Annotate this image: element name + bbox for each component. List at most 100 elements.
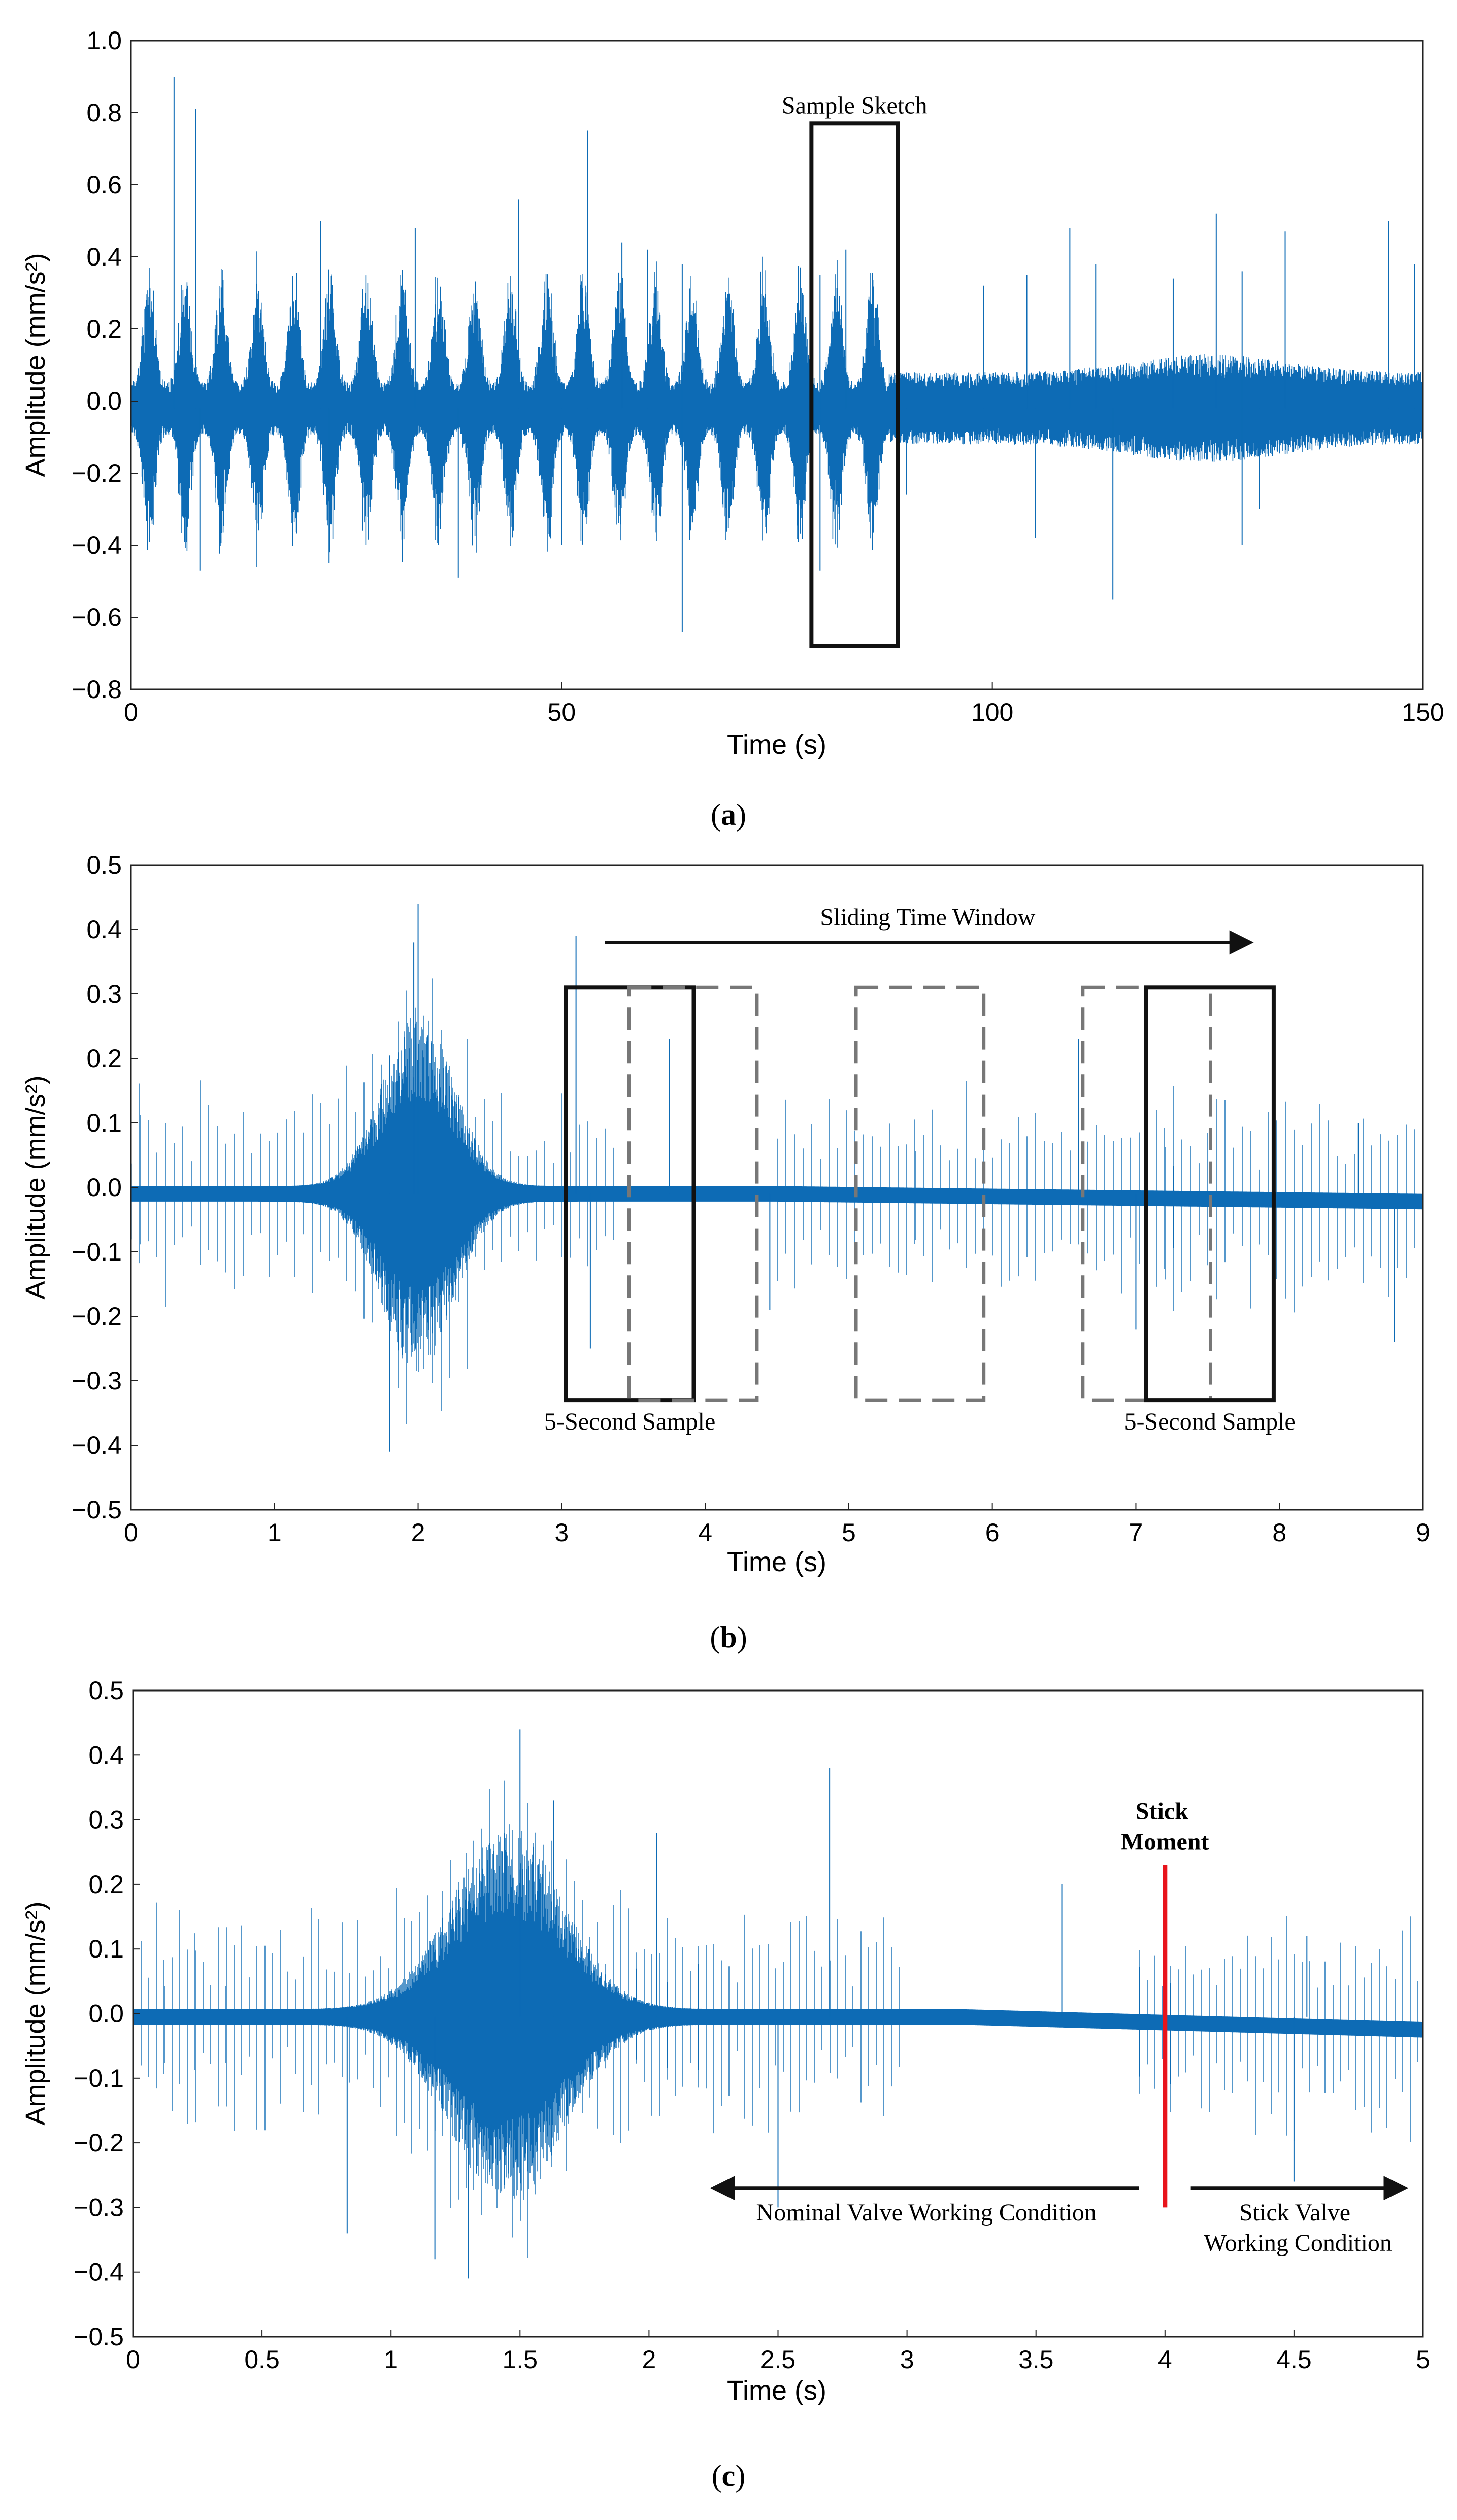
y-tick-label: −0.1 (74, 2064, 124, 2093)
panel-a-caption: (a) (711, 798, 746, 832)
x-tick-label: 5 (842, 1518, 856, 1547)
sliding-window-box-dashed (854, 985, 986, 1402)
y-tick-label: −0.4 (72, 531, 122, 559)
x-tick-label: 0 (124, 1518, 138, 1547)
panel-a: 0 50 100 150 −0.8 −0.6 −0.4 −0.2 0.0 0.2 0.4 0.6 0.… (20, 26, 1444, 832)
x-tick-label: 4 (698, 1518, 712, 1547)
panel-c-xlabel: Time (s) (727, 2375, 826, 2406)
y-tick-label: −0.4 (74, 2258, 124, 2286)
sample-box (1144, 985, 1276, 1403)
panel-a-frame (130, 40, 1424, 690)
x-tick-label: 8 (1272, 1518, 1286, 1547)
x-tick-label: 50 (548, 698, 576, 726)
panel-b-xlabel: Time (s) (727, 1547, 826, 1577)
x-tick-label: 1 (384, 2345, 398, 2374)
stick-moment-line-2: Moment (1121, 1829, 1209, 1855)
y-tick-label: 0.4 (86, 915, 122, 944)
panel-b-ylabel: Amplitude (mm/s²) (20, 1075, 51, 1299)
x-tick-label: 5 (1416, 2345, 1430, 2374)
panel-a-ylabel: Amplitude (mm/s²) (20, 253, 51, 477)
y-tick-label: −0.3 (72, 1367, 122, 1395)
stick-condition-label: Stick Valve Working Condition (1204, 2199, 1392, 2257)
y-tick-label: −0.5 (72, 1496, 122, 1524)
y-tick-label: −0.8 (72, 675, 122, 704)
y-tick-label: 0.0 (86, 1173, 122, 1202)
sliding-window-label: Sliding Time Window (820, 904, 1035, 931)
y-tick-label: 0.4 (88, 1741, 124, 1769)
signal-trace (130, 978, 1423, 1424)
panel-a-letter: a (721, 798, 736, 832)
y-tick-label: 0.2 (86, 315, 122, 343)
nominal-condition-label: Nominal Valve Working Condition (756, 2199, 1097, 2226)
panel-a-plot (130, 77, 1423, 632)
x-tick-label: 3 (554, 1518, 569, 1547)
sample-sketch-label: Sample Sketch (782, 92, 928, 119)
y-tick-label: 0.0 (88, 2000, 124, 2028)
x-tick-label: 2 (411, 1518, 425, 1547)
sample-label-left: 5-Second Sample (544, 1408, 715, 1435)
y-tick-label: 0.3 (88, 1806, 124, 1834)
panel-a-yticks: −0.8 −0.6 −0.4 −0.2 0.0 0.2 0.4 0.6 0.8 1.0 (72, 26, 138, 704)
signal-trace (130, 251, 1423, 567)
x-tick-label: 0.5 (244, 2345, 280, 2374)
x-tick-label: 4.5 (1276, 2345, 1312, 2374)
y-tick-label: 0.2 (88, 1870, 124, 1899)
stick-moment-line-1: Stick (1136, 1798, 1188, 1825)
y-tick-label: −0.2 (74, 2129, 124, 2157)
x-tick-label: 3.5 (1018, 2345, 1054, 2374)
x-tick-label: 2 (642, 2345, 656, 2374)
y-tick-label: 0.8 (86, 98, 122, 127)
y-tick-label: 1.0 (86, 26, 122, 55)
y-tick-label: 0.0 (86, 387, 122, 415)
sliding-window-box-dashed (627, 985, 759, 1402)
panel-c-ylabel: Amplitude (mm/s²) (20, 1901, 51, 2125)
panel-b-letter: b (720, 1620, 737, 1654)
x-tick-label: 1 (268, 1518, 282, 1547)
panel-c-plot (133, 1729, 1423, 2279)
panel-c-letter: c (722, 2459, 736, 2493)
y-tick-label: −0.1 (72, 1238, 122, 1266)
panel-a-xlabel: Time (s) (727, 730, 826, 760)
x-tick-label: 6 (985, 1518, 1000, 1547)
panel-c-xticks: 0 0.5 1 1.5 2 2.5 3 3.5 4 4.5 5 (126, 2330, 1430, 2374)
stick-condition-line-2: Working Condition (1204, 2230, 1392, 2257)
panel-c-caption: (c) (712, 2459, 746, 2493)
y-tick-label: 0.5 (88, 1676, 124, 1705)
y-tick-label: 0.4 (86, 243, 122, 271)
panel-a-xticks: 0 50 100 150 (124, 682, 1444, 726)
panel-c: 0 0.5 1 1.5 2 2.5 3 3.5 4 4.5 5 −0.5 −0.4 −0.3 −0.2 −0… (20, 1676, 1430, 2493)
y-tick-label: −0.5 (74, 2323, 124, 2351)
panel-b-xticks: 0 1 2 3 4 5 6 7 8 9 (124, 1503, 1430, 1547)
x-tick-label: 4 (1158, 2345, 1172, 2374)
y-tick-label: −0.2 (72, 459, 122, 487)
x-tick-label: 2.5 (760, 2345, 796, 2374)
stick-moment-label: Stick Moment (1121, 1798, 1209, 1855)
panel-a-annotations: Sample Sketch (782, 92, 928, 648)
y-tick-label: −0.4 (72, 1431, 122, 1460)
y-tick-label: 0.5 (86, 851, 122, 879)
panel-b-yticks: −0.5 −0.4 −0.3 −0.2 −0.1 0.0 0.1 0.2 0.3 0.4 0.5 (72, 851, 138, 1524)
x-tick-label: 0 (124, 698, 138, 726)
sample-box (809, 121, 900, 648)
panel-b: 0 1 2 3 4 5 6 7 8 9 −0.5 −0.4 −0.3 −0.2 −0.1 0.0 0.1 0.2… (20, 851, 1430, 1654)
y-tick-label: 0.6 (86, 171, 122, 199)
x-tick-label: 7 (1129, 1518, 1143, 1547)
y-tick-label: 0.2 (86, 1044, 122, 1073)
panel-b-annotations: 5-Second Sample 5-Second Sample Sliding … (544, 904, 1296, 1435)
x-tick-label: 100 (971, 698, 1013, 726)
y-tick-label: −0.3 (74, 2193, 124, 2221)
sample-label-right: 5-Second Sample (1124, 1408, 1295, 1435)
panel-c-yticks: −0.5 −0.4 −0.3 −0.2 −0.1 0.0 0.1 0.2 0.3 0.4 0.5 (74, 1676, 140, 2351)
x-tick-label: 9 (1416, 1518, 1430, 1547)
stick-condition-line-1: Stick Valve (1239, 2199, 1350, 2226)
y-tick-label: −0.6 (72, 603, 122, 632)
panel-c-annotations: Stick Moment Nominal Valve Working Condi… (710, 1798, 1408, 2257)
x-tick-label: 150 (1402, 698, 1444, 726)
y-tick-label: 0.1 (86, 1109, 122, 1137)
x-tick-label: 1.5 (503, 2345, 538, 2374)
y-tick-label: 0.3 (86, 980, 122, 1008)
y-tick-label: −0.2 (72, 1302, 122, 1331)
x-tick-label: 3 (900, 2345, 914, 2374)
x-tick-label: 0 (126, 2345, 140, 2374)
